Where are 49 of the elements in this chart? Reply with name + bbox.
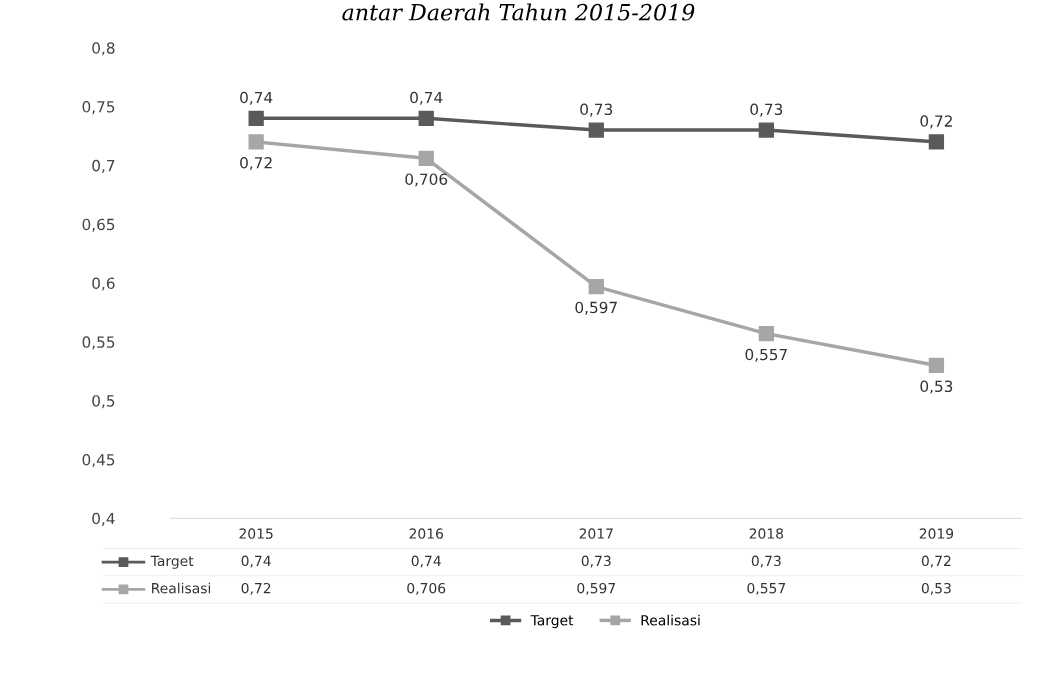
y-tick-label: 0,6 — [92, 277, 115, 291]
point — [928, 134, 945, 150]
y-tick-label: 0,45 — [82, 453, 115, 468]
data-label: 0,557 — [747, 582, 786, 595]
point — [248, 110, 264, 126]
text: 0,73 — [580, 103, 613, 117]
x-tick-label: 2016 — [409, 528, 444, 539]
data-label: 0,74 — [411, 555, 441, 568]
x-tick-label: 2015 — [239, 528, 273, 539]
text: 0,74 — [410, 91, 443, 105]
y-tick-label: 0,75 — [82, 101, 115, 115]
y-tick-label: 0,55 — [82, 336, 115, 350]
chart-title: antar Daerah Tahun 2015-2019 — [342, 3, 695, 21]
y-tick-label: 0,8 — [92, 42, 115, 56]
text: 0,706 — [405, 173, 448, 187]
point — [418, 110, 434, 126]
x-tick-label: 2019 — [919, 528, 954, 539]
point — [758, 122, 774, 138]
text: Target — [530, 615, 574, 629]
data-label: 0,72 — [241, 582, 271, 595]
text: 0,557 — [745, 348, 787, 362]
point — [588, 278, 604, 295]
data-label: 0,73 — [751, 555, 781, 568]
legend-label: Target — [150, 555, 194, 569]
y-tick-label: 0,7 — [92, 159, 115, 173]
text: 0,73 — [750, 103, 783, 117]
text: 0,72 — [240, 156, 272, 171]
x-tick-label: 2018 — [749, 528, 784, 539]
text: 0,74 — [240, 91, 273, 105]
data-label: 0,74 — [241, 555, 271, 568]
text: 0,72 — [920, 115, 952, 129]
point — [758, 325, 774, 342]
x-tick-label: 2017 — [579, 528, 613, 539]
data-label: 0,597 — [577, 582, 615, 595]
point — [928, 357, 945, 374]
text: 0,53 — [920, 380, 953, 394]
y-tick-label: 0,65 — [82, 218, 115, 232]
y-tick-label: 0,4 — [92, 512, 115, 526]
point — [248, 134, 264, 150]
text: 0,597 — [575, 301, 617, 315]
data-label: 0,706 — [407, 582, 446, 595]
text: Realisasi — [641, 614, 700, 626]
data-label: 0,73 — [581, 555, 611, 568]
point — [588, 122, 604, 138]
y-tick-label: 0,5 — [92, 395, 115, 409]
data-label: 0,53 — [921, 582, 951, 595]
point — [418, 150, 434, 166]
legend-label: Realisasi — [152, 582, 211, 594]
data-label: 0,72 — [921, 555, 951, 568]
